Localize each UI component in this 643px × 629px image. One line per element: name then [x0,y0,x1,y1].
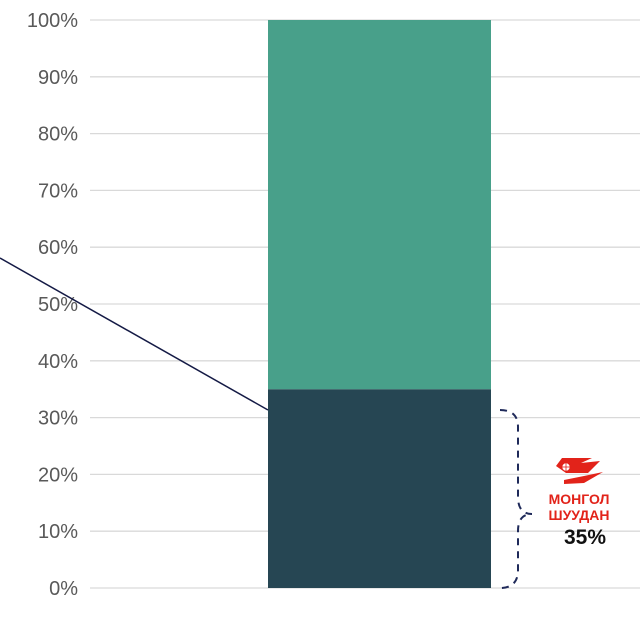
bar-segment-2 [268,20,491,390]
y-tick-label: 10% [38,521,78,543]
y-tick-label: 100% [27,10,78,32]
y-tick-label: 50% [38,294,78,316]
bar-segment-1 [268,389,491,588]
mongol-shuudan-logo: МОНГОЛ ШУУДАН [549,458,610,523]
logo-text-line-1: МОНГОЛ [549,491,610,507]
y-tick-label: 40% [38,351,78,373]
logo-text-line-2: ШУУДАН [549,507,610,523]
brace-annotation [499,409,533,589]
y-axis-tick-labels: 0% 10% 20% 30% 40% 50% 60% 70% 80% 90% 100% [27,10,78,600]
y-tick-label: 60% [38,237,78,259]
y-tick-label: 0% [49,578,78,600]
leader-line [0,257,269,411]
y-tick-label: 70% [38,180,78,202]
y-tick-label: 20% [38,464,78,486]
y-tick-label: 90% [38,67,78,89]
mail-plane-icon [556,458,603,484]
y-tick-label: 80% [38,124,78,146]
y-tick-label: 30% [38,408,78,430]
bar-segments [268,20,491,588]
value-label: 35% [564,526,606,549]
